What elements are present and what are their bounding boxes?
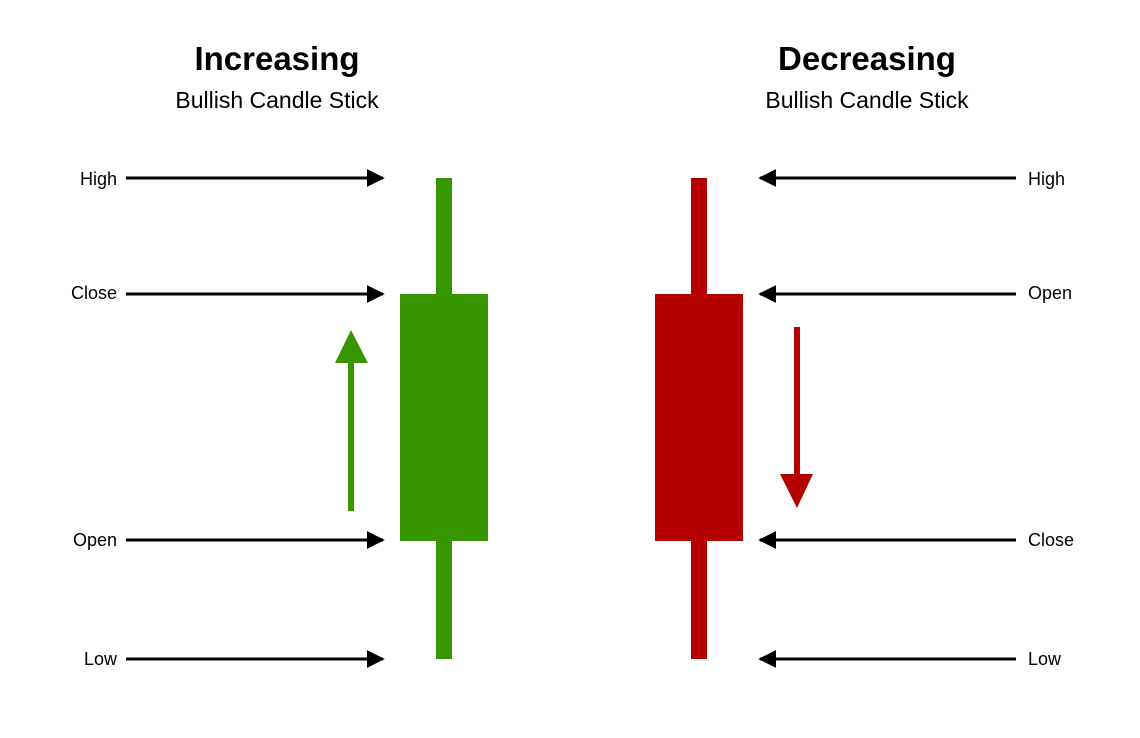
arrow-up-icon [335,330,368,511]
decreasing-close-label: Close [1028,530,1074,550]
bearish-candle-body [655,294,743,541]
increasing-title: Increasing [194,40,359,77]
bullish-candle [400,178,488,659]
decreasing-panel: Decreasing Bullish Candle Stick High Ope… [655,40,1074,669]
bullish-candle-body [400,294,488,541]
bearish-candle [655,178,743,659]
decreasing-low-label: Low [1028,649,1062,669]
decreasing-high-label: High [1028,169,1065,189]
decreasing-open-label: Open [1028,283,1072,303]
decreasing-subtitle: Bullish Candle Stick [765,87,969,113]
increasing-low-label: Low [84,649,118,669]
increasing-open-label: Open [73,530,117,550]
increasing-subtitle: Bullish Candle Stick [175,87,379,113]
arrow-down-icon [780,327,813,508]
decreasing-title: Decreasing [778,40,956,77]
increasing-high-label: High [80,169,117,189]
increasing-panel: Increasing Bullish Candle Stick High Clo… [71,40,488,669]
increasing-close-label: Close [71,283,117,303]
